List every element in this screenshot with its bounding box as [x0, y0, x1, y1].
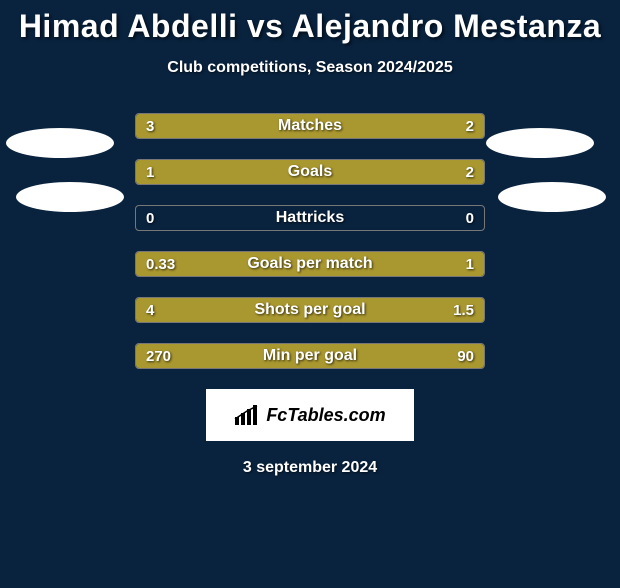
- stat-row: 0.331Goals per match: [135, 251, 485, 277]
- value-left: 270: [146, 344, 171, 368]
- value-right: 90: [457, 344, 474, 368]
- player-photo-placeholder: [6, 128, 114, 158]
- value-left: 1: [146, 160, 154, 184]
- value-right: 2: [466, 114, 474, 138]
- stat-label: Hattricks: [136, 206, 484, 230]
- fctables-logo: FcTables.com: [206, 389, 414, 441]
- logo-text: FcTables.com: [266, 405, 385, 426]
- player-photo-placeholder: [498, 182, 606, 212]
- stat-row: 12Goals: [135, 159, 485, 185]
- stat-row: 32Matches: [135, 113, 485, 139]
- value-right: 1.5: [453, 298, 474, 322]
- bar-right-fill: [136, 252, 484, 276]
- player-photo-placeholder: [16, 182, 124, 212]
- value-right: 1: [466, 252, 474, 276]
- value-left: 4: [146, 298, 154, 322]
- bar-left-fill: [136, 344, 387, 368]
- value-right: 2: [466, 160, 474, 184]
- value-left: 0: [146, 206, 154, 230]
- value-left: 0.33: [146, 252, 175, 276]
- bar-left-fill: [136, 114, 484, 138]
- chart-icon: [234, 405, 260, 425]
- player-photo-placeholder: [486, 128, 594, 158]
- stat-row: 41.5Shots per goal: [135, 297, 485, 323]
- subtitle: Club competitions, Season 2024/2025: [0, 59, 620, 77]
- value-left: 3: [146, 114, 154, 138]
- bar-left-fill: [136, 298, 484, 322]
- value-right: 0: [466, 206, 474, 230]
- stat-row: 27090Min per goal: [135, 343, 485, 369]
- bar-right-fill: [240, 160, 484, 184]
- date-label: 3 september 2024: [0, 459, 620, 477]
- page-title: Himad Abdelli vs Alejandro Mestanza: [0, 8, 620, 45]
- stat-row: 0 0Hattricks: [135, 205, 485, 231]
